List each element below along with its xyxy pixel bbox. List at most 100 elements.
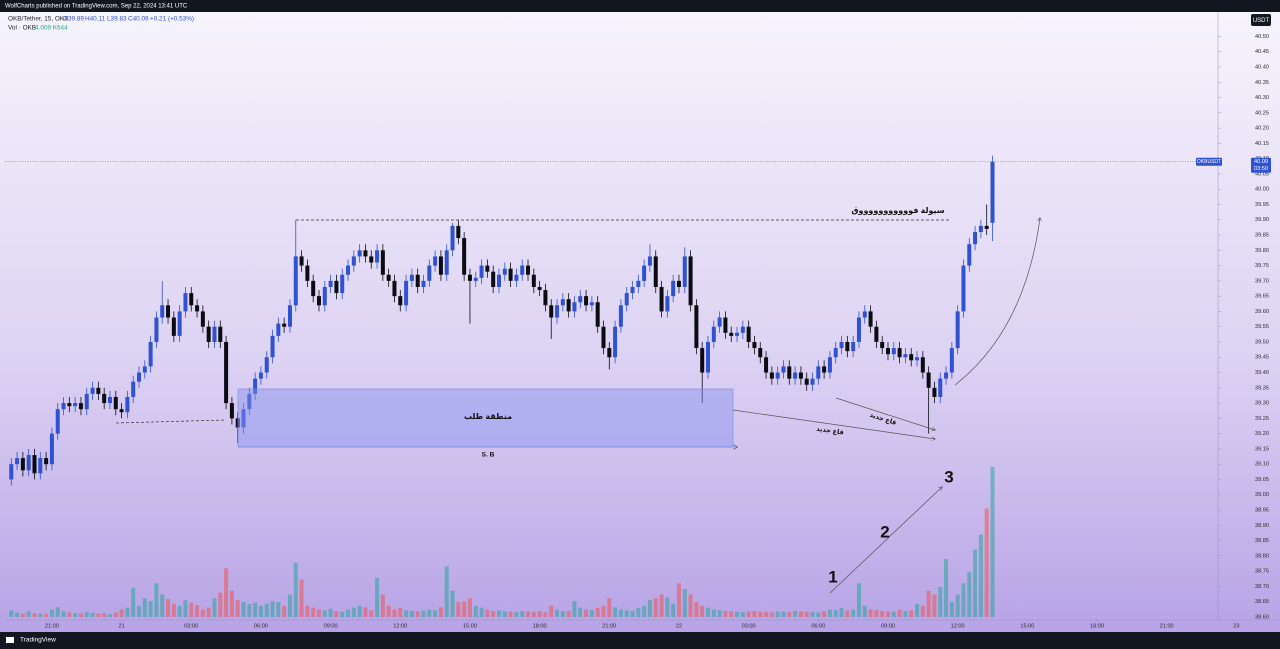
volume-bar xyxy=(851,609,856,617)
volume-bar xyxy=(978,534,983,617)
candle-body xyxy=(555,305,560,318)
candle-body xyxy=(787,366,792,379)
volume-bar xyxy=(287,594,292,617)
volume-bar xyxy=(386,605,391,617)
candle-body xyxy=(584,296,589,306)
legend-high: H40.11 xyxy=(85,16,106,23)
y-tick-label: 40.40 xyxy=(1255,64,1269,70)
candle-body xyxy=(949,348,954,373)
candle-body xyxy=(299,256,304,266)
candle-body xyxy=(137,372,142,382)
candle-body xyxy=(427,265,432,281)
candle-body xyxy=(218,326,223,342)
candle-body xyxy=(781,366,786,373)
volume-bar xyxy=(636,608,641,617)
volume-bar xyxy=(845,610,850,617)
wave-label: 2 xyxy=(880,522,889,541)
volume-bar xyxy=(392,609,397,617)
candle-body xyxy=(769,372,774,379)
volume-bar xyxy=(793,611,798,617)
candle-body xyxy=(189,293,194,306)
y-tick-label: 38.95 xyxy=(1255,507,1269,513)
candle-body xyxy=(793,372,798,379)
volume-bar xyxy=(67,612,72,617)
candle-body xyxy=(287,305,292,327)
candle-body xyxy=(514,274,519,281)
candle-body xyxy=(73,403,78,407)
candle-body xyxy=(264,357,269,373)
volume-bar xyxy=(90,612,95,617)
volume-bar xyxy=(61,611,66,617)
volume-bar xyxy=(433,610,438,617)
volume-bar xyxy=(775,611,780,617)
new-low-label: قاع جديد xyxy=(816,426,844,437)
volume-bar xyxy=(235,600,240,617)
currency-button[interactable] xyxy=(1251,14,1271,26)
candle-body xyxy=(409,274,414,281)
candle-body xyxy=(212,326,217,342)
volume-ma: 644 xyxy=(57,25,68,32)
x-tick-label: 09:00 xyxy=(881,623,895,629)
volume-bar xyxy=(334,611,339,617)
candle-body xyxy=(450,225,455,251)
x-tick-label: 03:00 xyxy=(742,623,756,629)
new-low-arrow xyxy=(732,409,935,439)
y-tick-label: 39.80 xyxy=(1255,248,1269,254)
candle-body xyxy=(851,341,856,352)
candle-body xyxy=(601,326,606,349)
demand-zone-label: منطقة طلب xyxy=(464,412,512,421)
volume-bar xyxy=(885,611,890,617)
candle-body xyxy=(764,357,769,373)
volume-bar xyxy=(938,587,943,617)
volume-bar xyxy=(473,605,478,617)
volume-bar xyxy=(462,601,467,617)
volume-bar xyxy=(688,594,693,617)
candle-body xyxy=(967,244,972,266)
y-tick-label: 40.05 xyxy=(1255,171,1269,177)
candle-body xyxy=(891,348,896,355)
y-tick-label: 39.90 xyxy=(1255,217,1269,223)
candle-body xyxy=(433,256,438,266)
volume-bar xyxy=(868,609,873,617)
volume-bar xyxy=(137,605,142,617)
candle-body xyxy=(624,293,629,306)
volume-bar xyxy=(212,598,217,617)
candle-body xyxy=(479,265,484,278)
y-tick-label: 39.10 xyxy=(1255,462,1269,468)
candle-body xyxy=(926,372,931,388)
candle-body xyxy=(833,348,838,358)
volume-bar xyxy=(531,611,536,617)
volume-bar xyxy=(241,602,246,617)
volume-bar xyxy=(113,612,118,617)
volume-bar xyxy=(444,566,449,617)
candle-body xyxy=(96,387,101,394)
candle-body xyxy=(305,265,310,281)
volume-bar xyxy=(38,613,43,617)
volume-bar xyxy=(555,609,560,617)
candle-body xyxy=(293,256,298,306)
volume-bar xyxy=(827,609,832,617)
candle-body xyxy=(467,274,472,281)
candle-body xyxy=(224,341,229,404)
publisher: WolfCharts published on TradingView.com,… xyxy=(5,4,188,10)
currency[interactable]: USDT xyxy=(1253,18,1270,24)
candle-body xyxy=(978,225,983,232)
candle-body xyxy=(560,299,565,306)
candle-body xyxy=(642,265,647,281)
candle-body xyxy=(915,357,920,361)
volume-bar xyxy=(415,611,420,617)
candle-body xyxy=(729,332,734,336)
candle-body xyxy=(322,286,327,306)
candle-body xyxy=(340,274,345,294)
volume-bar xyxy=(125,607,130,617)
volume-bar xyxy=(764,612,769,617)
low-line xyxy=(115,419,227,424)
y-tick-label: 40.45 xyxy=(1255,49,1269,55)
volume-bar xyxy=(694,602,699,617)
volume-bar xyxy=(346,609,351,617)
price-tag-label: 40.09 xyxy=(1254,159,1268,165)
candle-body xyxy=(717,317,722,327)
candle-body xyxy=(636,280,641,287)
volume-bar xyxy=(717,610,722,617)
volume-bar xyxy=(723,611,728,617)
